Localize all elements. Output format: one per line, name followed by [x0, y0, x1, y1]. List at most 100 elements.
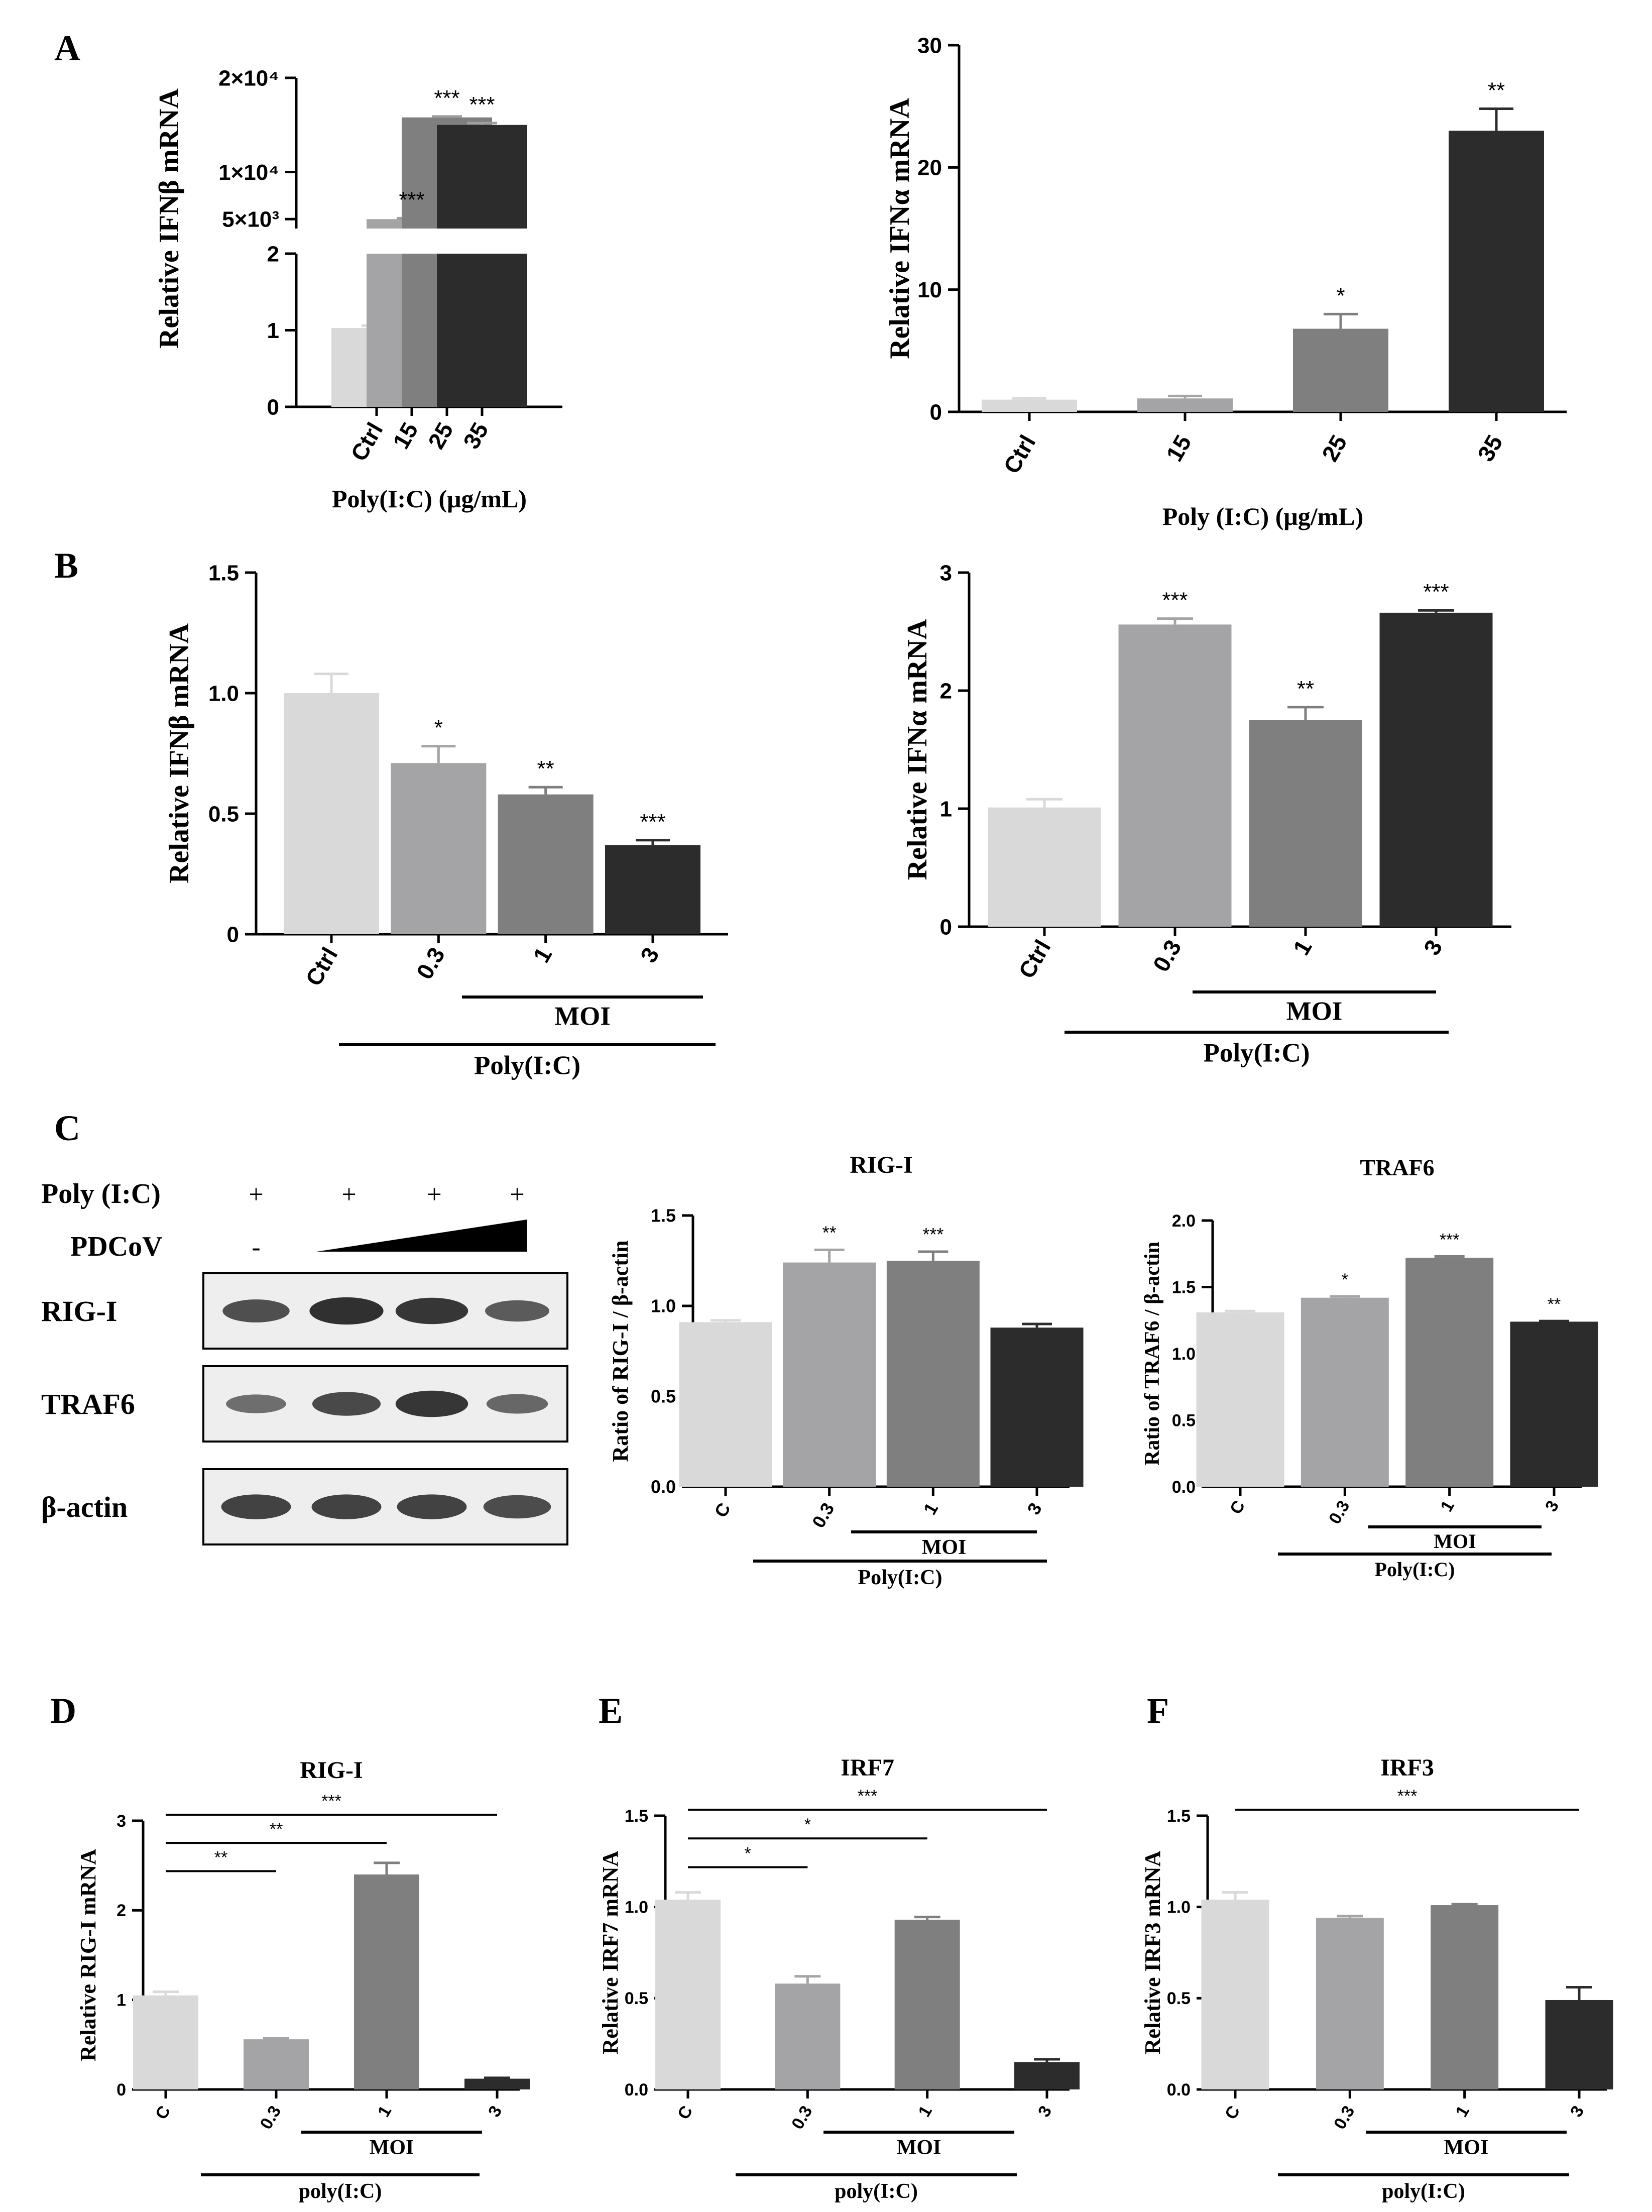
- y-axis-label: Relative IFNβ mRNA: [164, 623, 195, 883]
- significance-label: **: [1488, 78, 1505, 103]
- y-tick-label: 0.5: [1167, 1989, 1191, 2008]
- significance-label: **: [537, 756, 554, 781]
- bar: [775, 1983, 841, 2089]
- bar: [1137, 398, 1233, 412]
- bar: [391, 763, 487, 934]
- poly-ic-group-label: poly(I:C): [1382, 2180, 1465, 2203]
- bar: [284, 693, 379, 934]
- y-tick-label: 1.0: [1172, 1345, 1196, 1364]
- bar: [1201, 1900, 1269, 2089]
- poly-ic-group-label: poly(I:C): [299, 2180, 382, 2203]
- y-tick-label: 1: [267, 318, 279, 343]
- bar: [354, 1874, 419, 2089]
- y-tick-label: 1.0: [208, 681, 239, 706]
- moi-group-label: MOI: [554, 1002, 611, 1031]
- y-tick-label: 1.5: [651, 1205, 676, 1226]
- bar: [886, 1261, 980, 1487]
- y-tick-label: 0.0: [625, 2080, 648, 2099]
- poly-ic-group-label: Poly(I:C): [1375, 1558, 1455, 1581]
- western-blot: Poly (I:C) + + + + PDCoV - RIG-I TRAF6 β-a…: [41, 1178, 568, 1545]
- y-tick-label: 0: [267, 395, 279, 419]
- blot-band: [221, 1494, 291, 1519]
- bar: [498, 794, 594, 934]
- blot-band: [309, 1297, 384, 1325]
- bar: [1196, 1312, 1284, 1487]
- bar: [783, 1262, 876, 1487]
- y-tick-label: 1: [116, 1991, 126, 2010]
- y-axis-label: Relative IRF7 mRNA: [598, 1850, 623, 2054]
- y-tick-label: 0.0: [1172, 1478, 1196, 1497]
- panel-label-f: F: [1147, 1691, 1169, 1731]
- bar: [990, 1328, 1084, 1487]
- chart-title: RIG-I: [300, 1757, 363, 1784]
- bar: [1014, 2062, 1080, 2089]
- panel-label-e: E: [599, 1691, 623, 1731]
- significance-label: *: [804, 1815, 811, 1834]
- y-axis-label: Relative IFNα mRNA: [884, 98, 915, 359]
- blot-band: [312, 1392, 381, 1416]
- blot-band: [486, 1394, 548, 1414]
- bar: [982, 399, 1077, 412]
- chart-traf6-ratio: TRAF6 Ratio of TRAF6 / β-actin 0.0 0.5 1.0 1.…: [1141, 1155, 1598, 1581]
- bar: [679, 1322, 772, 1487]
- y-tick-label: 2×10⁴: [218, 66, 279, 90]
- bar: [894, 1920, 960, 2089]
- significance-label: *: [745, 1844, 751, 1863]
- chart-title: IRF7: [841, 1754, 894, 1781]
- chart-title: TRAF6: [1360, 1155, 1434, 1180]
- x-axis-label: Poly(I:C) (μg/mL): [332, 485, 527, 513]
- moi-group-label: MOI: [1434, 1530, 1476, 1553]
- y-tick-label: 2: [116, 1901, 126, 1920]
- panel-label-a: A: [54, 28, 80, 68]
- chart-rig-i-ratio: RIG-I Ratio of RIG-I / β-actin 0.0 0.5 1.0 1.…: [608, 1152, 1084, 1589]
- moi-group-label: MOI: [1286, 997, 1343, 1026]
- poly-ic-group-label: Poly(I:C): [474, 1051, 580, 1080]
- y-tick-label: 0.5: [651, 1386, 676, 1407]
- blot-treatment-label-poly-ic: Poly (I:C): [41, 1178, 161, 1209]
- significance-label: **: [1548, 1295, 1561, 1314]
- y-tick-label: 1×10⁴: [218, 160, 279, 185]
- chart-title: RIG-I: [850, 1152, 912, 1178]
- blot-band: [483, 1495, 551, 1519]
- significance-label: ***: [1440, 1231, 1460, 1250]
- y-tick-label: 1.0: [1167, 1898, 1191, 1917]
- y-tick-label: 0.5: [208, 802, 239, 826]
- bar: [988, 807, 1101, 927]
- bar: [605, 845, 700, 934]
- blot-band: [395, 1297, 468, 1324]
- bar: [1510, 1321, 1598, 1487]
- y-tick-label: 1.5: [1172, 1278, 1196, 1297]
- x-axis-label: Poly (I:C) (μg/mL): [1162, 502, 1364, 530]
- bar: [1249, 720, 1362, 927]
- significance-label: **: [1297, 677, 1314, 701]
- bar-upper-segment: [437, 125, 527, 229]
- bar: [133, 1995, 198, 2089]
- blot-treatment-label-pdcov: PDCoV: [70, 1231, 163, 1262]
- y-tick-label: 5×10³: [222, 207, 279, 232]
- bar: [1545, 2000, 1613, 2089]
- significance-label: **: [270, 1820, 283, 1839]
- panel-label-d: D: [50, 1691, 76, 1731]
- y-tick-label: 0: [227, 922, 239, 947]
- y-tick-label: 0.5: [625, 1989, 648, 2008]
- blot-row-label: TRAF6: [41, 1388, 135, 1420]
- y-axis-label: Relative IFNα mRNA: [902, 619, 933, 880]
- significance-label: ***: [469, 92, 495, 117]
- bar: [1293, 328, 1388, 412]
- chart-title: IRF3: [1380, 1754, 1434, 1781]
- significance-label: *: [1342, 1270, 1348, 1289]
- blot-band: [222, 1299, 290, 1322]
- bar: [1431, 1905, 1499, 2089]
- y-tick-label: 1.5: [625, 1807, 648, 1826]
- y-tick-label: 3: [116, 1812, 126, 1831]
- moi-group-label: MOI: [922, 1536, 967, 1559]
- y-axis-label: Ratio of TRAF6 / β-actin: [1141, 1242, 1164, 1466]
- significance-label: ***: [399, 187, 424, 212]
- bar: [244, 2039, 309, 2089]
- blot-minus-mark: -: [252, 1233, 260, 1262]
- moi-group-label: MOI: [1444, 2136, 1489, 2159]
